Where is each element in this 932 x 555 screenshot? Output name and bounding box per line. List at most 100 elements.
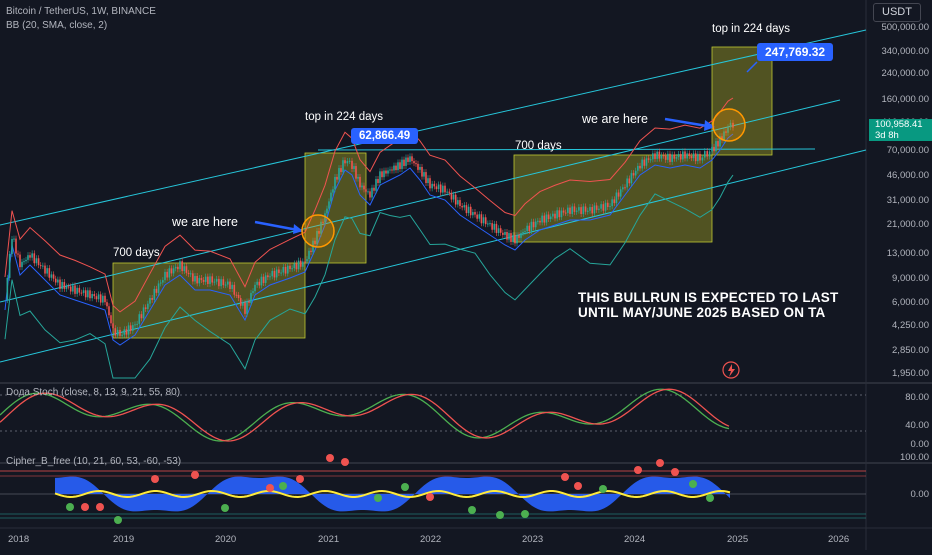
candle: [116, 329, 119, 336]
candle: [502, 232, 504, 235]
candle: [269, 276, 271, 278]
label-we-are-here-left[interactable]: we are here: [172, 215, 239, 229]
candle: [153, 288, 156, 300]
candle: [252, 291, 254, 293]
candle: [371, 187, 373, 198]
candle: [520, 233, 522, 238]
candle: [291, 268, 293, 270]
candle: [664, 155, 667, 160]
price-axis-label: 9,000.00: [892, 273, 929, 284]
candle: [260, 276, 263, 286]
channel-middle-line[interactable]: [0, 99, 841, 303]
candle: [478, 214, 481, 219]
candle: [530, 221, 533, 231]
highlight-circle-left[interactable]: [301, 214, 335, 248]
candle: [637, 165, 639, 171]
candle: [235, 294, 238, 296]
candle: [474, 212, 476, 215]
candle: [692, 153, 695, 159]
candle: [431, 183, 433, 189]
highlight-circle-right[interactable]: [712, 108, 746, 142]
candle: [87, 290, 89, 298]
candle: [351, 160, 353, 169]
candle: [69, 286, 72, 292]
cipher-signal-dot: [326, 454, 334, 462]
candle: [489, 223, 491, 225]
candle: [95, 296, 98, 300]
time-axis-label: 2024: [624, 534, 646, 545]
candle: [80, 292, 83, 294]
forecast-text[interactable]: THIS BULLRUN IS EXPECTED TO LAST UNTIL M…: [578, 290, 838, 320]
candle: [573, 206, 576, 212]
bb-indicator-title[interactable]: BB (20, SMA, close, 2): [6, 20, 108, 31]
candle: [600, 204, 602, 209]
stoch-title[interactable]: Dода Stoch (close, 8, 13, 9, 21, 55, 80): [6, 387, 181, 398]
candle: [708, 151, 711, 157]
candle: [675, 157, 678, 159]
candle: [606, 202, 609, 207]
candle: [189, 273, 192, 275]
callout-price-right[interactable]: 247,769.32: [757, 43, 834, 61]
candle: [512, 235, 514, 242]
cipher-signal-dot: [341, 458, 349, 466]
symbol-title[interactable]: Bitcoin / TetherUS, 1W, BINANCE: [6, 6, 156, 17]
cipher-signal-dot: [191, 471, 199, 479]
channel-upper-line[interactable]: [0, 29, 867, 226]
candle: [409, 156, 411, 162]
candle: [506, 232, 508, 240]
current-price-label[interactable]: 100,958.41 3d 8h: [869, 119, 932, 141]
cipher-signal-dot: [689, 480, 697, 488]
currency-button[interactable]: USDT: [873, 3, 921, 22]
candle: [433, 183, 436, 187]
bb-lower-band: [4, 174, 734, 379]
label-700-days-right[interactable]: 700 days: [515, 140, 562, 152]
arrow-head-right: [704, 120, 715, 131]
stoch-axis-40: 40.00: [905, 420, 929, 431]
candle: [602, 204, 605, 211]
candle: [613, 199, 616, 204]
candle: [403, 159, 405, 166]
candle: [446, 191, 448, 193]
candle: [147, 303, 149, 309]
channel-lower-line[interactable]: [0, 149, 867, 363]
flash-icon[interactable]: [722, 361, 740, 379]
candle: [204, 276, 207, 282]
label-700-days-left[interactable]: 700 days: [113, 247, 160, 259]
candle: [442, 185, 444, 193]
callout-price-left[interactable]: 62,866.49: [351, 128, 419, 144]
candle: [375, 179, 377, 191]
candle: [476, 214, 478, 219]
candle: [367, 191, 369, 193]
candle: [50, 274, 53, 278]
candle: [76, 287, 78, 294]
candle: [159, 282, 162, 284]
time-axis-label: 2023: [522, 534, 544, 545]
cipher-signal-dot: [561, 473, 569, 481]
candle: [690, 155, 693, 159]
cipher-title[interactable]: Cipher_B_free (10, 21, 60, 53, -60, -53): [6, 456, 182, 467]
candle: [348, 160, 351, 162]
candle: [258, 281, 261, 286]
candle: [215, 278, 218, 282]
candle: [23, 261, 25, 263]
label-we-are-here-right[interactable]: we are here: [582, 112, 649, 126]
candle: [330, 192, 332, 202]
candle: [27, 255, 29, 260]
candle: [554, 213, 556, 219]
candle: [6, 277, 9, 300]
candle: [226, 281, 229, 285]
price-axis-label: 2,850.00: [892, 345, 929, 356]
candle: [17, 253, 19, 255]
candle: [514, 235, 516, 244]
label-top-left[interactable]: top in 224 days: [305, 111, 384, 123]
candle: [482, 217, 485, 224]
bb-basis: [4, 133, 734, 346]
label-top-right[interactable]: top in 224 days: [712, 23, 791, 35]
candle: [104, 295, 106, 303]
candle: [495, 223, 498, 233]
resistance-line[interactable]: [317, 148, 816, 151]
candle: [532, 221, 535, 228]
candle: [267, 275, 269, 278]
